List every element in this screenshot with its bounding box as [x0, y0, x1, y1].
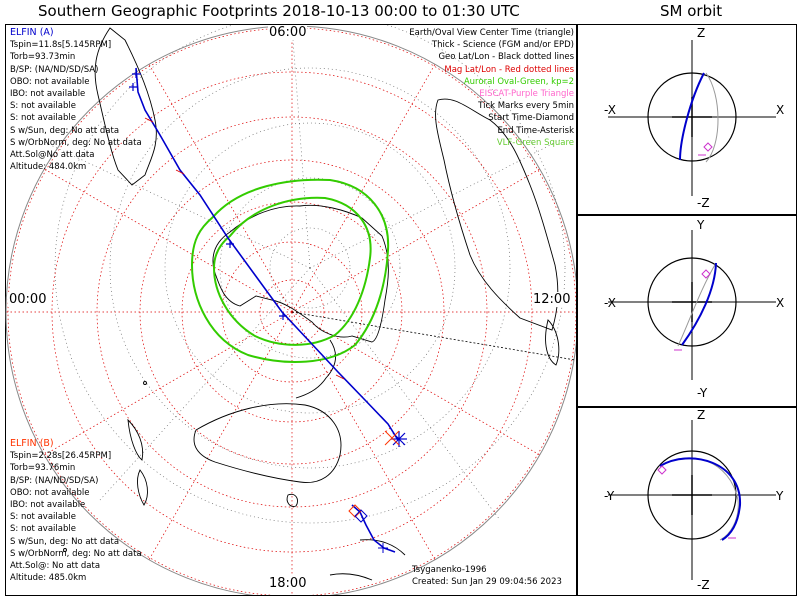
elfin-b-line: S: not available [10, 512, 76, 523]
elfin-a-line: OBO: not available [10, 76, 90, 87]
elfin-a-line: B/SP: (NA/ND/SD/SA) [10, 64, 99, 75]
elfin-b-line: S w/Sun, deg: No att data [10, 536, 120, 547]
sm-orbit-plot-3 [608, 420, 776, 580]
sm-orbit-xz-panel [577, 24, 797, 215]
sm3-top-label: Z [697, 408, 706, 422]
elfin-b-line: IBO: not available [10, 499, 86, 510]
elfin-a-line: S w/Sun, deg: No att data [10, 125, 120, 136]
legend-item: VLF-Green Square [496, 137, 574, 148]
legend-item: Tick Marks every 5min [478, 101, 574, 112]
sm-orbit-title: SM orbit [660, 2, 723, 20]
sm-orbit-yz-panel [577, 407, 797, 596]
legend-item: Thick - Science (FGM and/or EPD) [431, 40, 574, 51]
sm-orbit-plot-2 [608, 230, 776, 380]
created-timestamp: Created: Sun Jan 29 09:04:56 2023 [412, 577, 562, 588]
sm3-right-label: Y [776, 489, 784, 503]
legend-item: Geo Lat/Lon - Black dotted lines [438, 52, 574, 63]
sm3-bottom-label: -Z [697, 578, 710, 592]
elfin-b-title: ELFIN (B) [10, 438, 54, 449]
sm-orbit-xy-panel [577, 215, 797, 407]
elfin-a-markers [129, 70, 287, 320]
auroral-oval [190, 178, 390, 363]
elfin-a-info: ELFIN (A) Tspin=11.8s[5.145RPM] Torb=93.… [10, 27, 142, 173]
sm1-left-label: -X [604, 103, 616, 117]
elfin-b-line: OBO: not available [10, 487, 90, 498]
footprint-map-panel [5, 24, 577, 596]
elfin-a-line: IBO: not available [10, 88, 86, 99]
hour-label-left: 00:00 [8, 292, 48, 307]
sm2-bottom-label: -Y [697, 386, 708, 400]
sm1-top-label: Z [697, 26, 706, 40]
sm3-left-label: -Y [604, 489, 615, 503]
legend-item: Auroral Oval-Green, kp=2 [463, 76, 574, 87]
elfin-b-end-marker [378, 543, 388, 553]
elfin-a-line: Tspin=11.8s[5.145RPM] [10, 40, 112, 51]
legend-item: End Time-Asterisk [497, 125, 574, 136]
legend-item: Earth/Oval View Center Time (triangle) [409, 28, 574, 38]
model-credit: Tsyganenko-1996 [412, 565, 487, 575]
elfin-a-line: S: not available [10, 101, 76, 112]
credit-block: Tsyganenko-1996 Created: Sun Jan 29 09:0… [412, 564, 562, 589]
hour-label-top: 06:00 [268, 25, 308, 40]
sm-orbit-plot-1 [608, 40, 776, 196]
legend-item: Mag Lat/Lon - Red dotted lines [444, 64, 574, 75]
elfin-b-line: Altitude: 485.0km [10, 573, 87, 584]
map-legend: Earth/Oval View Center Time (triangle) T… [409, 27, 574, 149]
elfin-b-start-diamond [348, 504, 362, 518]
sm1-bottom-label: -Z [697, 196, 710, 210]
elfin-b-line: S w/OrbNorm, deg: No att data [10, 548, 142, 559]
elfin-b-track [351, 504, 396, 553]
geo-grid [39, 25, 566, 524]
elfin-b-info: ELFIN (B) Tspin=2.28s[26.45RPM] Torb=93.… [10, 438, 142, 584]
hour-label-bottom: 18:00 [268, 576, 308, 591]
main-title: Southern Geographic Footprints 2018-10-1… [38, 2, 520, 20]
sm2-top-label: Y [697, 218, 705, 232]
elfin-b-line: B/SP: (NA/ND/SD/SA) [10, 475, 99, 486]
elfin-b-line: Tspin=2.28s[26.45RPM] [10, 451, 112, 462]
elfin-a-line: Torb=93.73min [10, 52, 76, 63]
sm2-right-label: X [776, 296, 785, 310]
elfin-a-line: S w/OrbNorm, deg: No att data [10, 137, 142, 148]
elfin-b-line: Att.Sol@: No att data [10, 560, 101, 571]
hour-label-right: 12:00 [532, 292, 572, 307]
legend-item: EISCAT-Purple Triangle [479, 89, 574, 100]
elfin-a-title: ELFIN (A) [10, 27, 54, 38]
elfin-b-end-asterisk [384, 430, 400, 446]
sm2-left-label: -X [604, 296, 616, 310]
elfin-a-tick-marks [144, 117, 345, 380]
elfin-b-line: S: not available [10, 524, 76, 535]
elfin-a-line: S: not available [10, 113, 76, 124]
elfin-a-start-diamond [354, 509, 368, 523]
sm1-right-label: X [776, 103, 785, 117]
elfin-a-track [135, 67, 399, 441]
elfin-b-line: Torb=93.76min [10, 463, 76, 474]
elfin-a-line: Att.Sol@No att data [10, 149, 95, 160]
elfin-a-line: Altitude: 484.0km [10, 162, 87, 173]
legend-item: Start Time-Diamond [488, 113, 574, 124]
